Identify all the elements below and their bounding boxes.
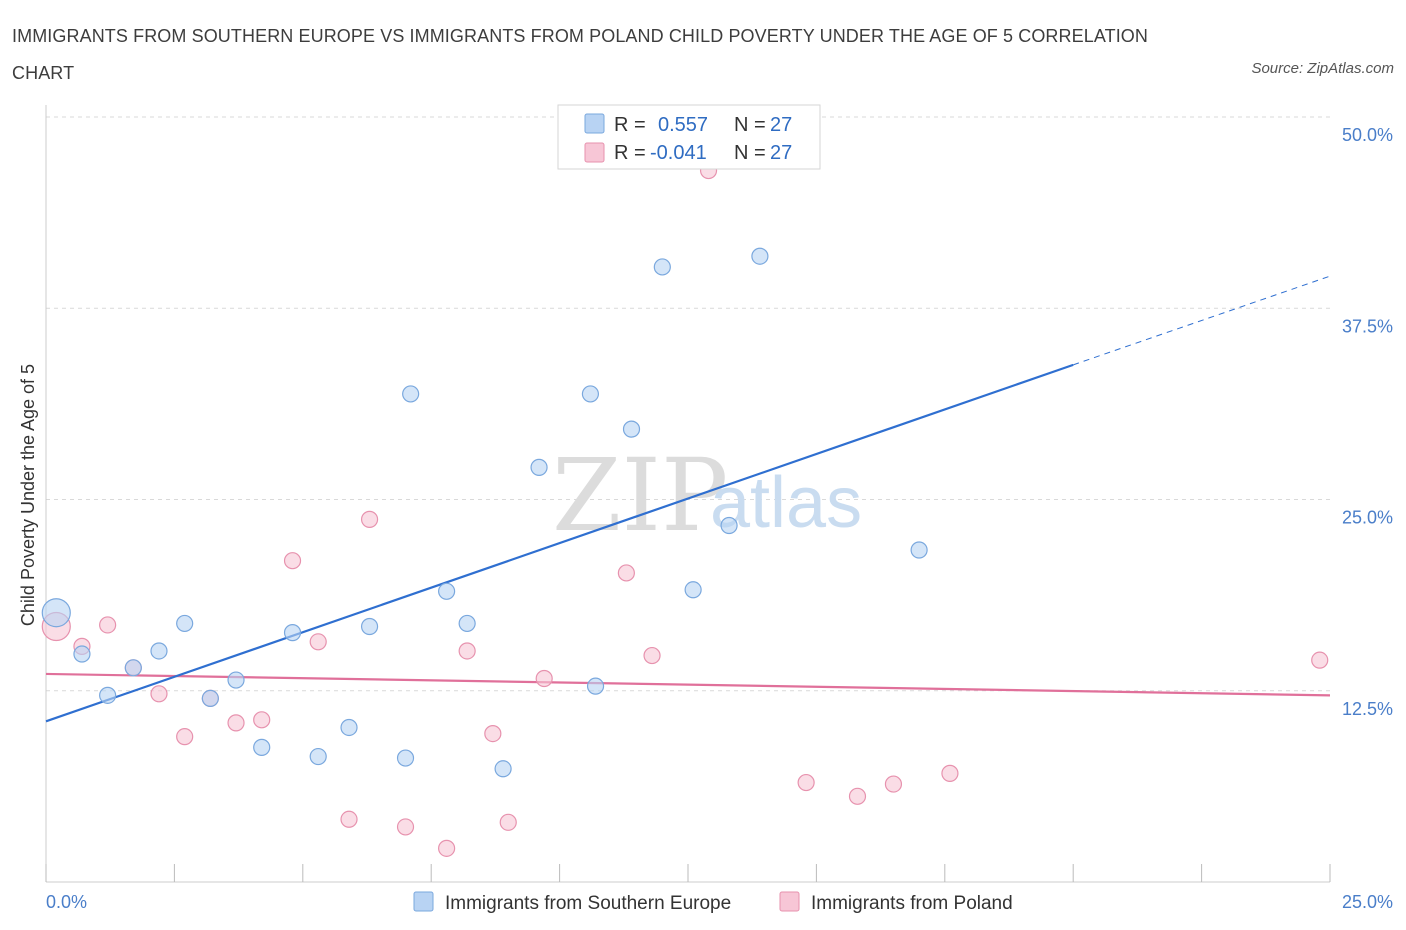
y-tick-label-2: 37.5%: [1342, 316, 1393, 336]
legend-n-value-1: 27: [770, 114, 792, 136]
legend-n-value-2: 27: [770, 142, 792, 164]
point-southern-europe-14: [402, 385, 420, 403]
trend-lines: [45, 275, 1331, 723]
point-poland-12: [360, 510, 379, 528]
point-poland-13: [396, 818, 415, 836]
point-poland-23: [848, 787, 867, 805]
legend-n-label-2: N =: [734, 142, 766, 164]
chart-title: IMMIGRANTS FROM SOUTHERN EUROPE VS IMMIG…: [12, 26, 1148, 83]
point-poland-18: [535, 669, 553, 688]
point-poland-19: [617, 564, 635, 582]
axes: [45, 105, 1331, 883]
series-legend-label-blue: Immigrants from Southern Europe: [445, 893, 731, 914]
point-poland-2: [99, 616, 117, 634]
legend-r-label-2: R =: [614, 142, 646, 164]
point-poland-9: [283, 552, 302, 570]
y-tick-label-1: 25.0%: [1342, 508, 1393, 528]
point-southern-europe-4: [150, 642, 168, 660]
point-poland-20: [643, 646, 661, 665]
point-southern-europe-2: [99, 686, 117, 704]
data-points: [41, 161, 1329, 857]
source-label: Source: ZipAtlas.com: [1251, 60, 1394, 77]
point-poland-7: [227, 714, 245, 732]
y-tick-label-0: 12.5%: [1342, 699, 1393, 719]
y-tick-label-3: 50.0%: [1342, 125, 1393, 145]
point-poland-26: [1311, 651, 1329, 669]
legend-n-label-1: N =: [734, 114, 766, 136]
point-poland-8: [253, 711, 271, 729]
grid-lines: [46, 116, 1330, 692]
x-tick-label-1: 25.0%: [1342, 892, 1393, 912]
point-southern-europe-1: [73, 645, 91, 663]
trend-line-poland: [45, 672, 1331, 697]
point-southern-europe-3: [124, 659, 142, 677]
x-tick-label-0: 0.0%: [46, 892, 87, 912]
point-poland-5: [176, 728, 194, 746]
point-poland-4: [150, 685, 168, 703]
point-southern-europe-7: [227, 671, 245, 689]
point-southern-europe-18: [530, 458, 548, 476]
tick-labels: 12.5% 25.0% 37.5% 50.0% 0.0% 25.0%: [46, 125, 1393, 912]
trend-line-southern-europe-extension: [1073, 275, 1331, 366]
stats-legend: R = 0.557 N = 27 R = -0.041 N = 27: [557, 104, 821, 170]
point-southern-europe-13: [396, 749, 415, 767]
point-southern-europe-17: [494, 760, 512, 778]
series-legend: Immigrants from Southern Europe Immigran…: [413, 891, 1013, 914]
point-southern-europe-10: [309, 747, 327, 766]
point-poland-17: [499, 813, 517, 831]
point-poland-25: [941, 764, 959, 782]
legend-swatch-blue: [584, 113, 605, 134]
point-southern-europe-8: [253, 738, 271, 756]
point-southern-europe-23: [684, 581, 702, 599]
point-poland-10: [309, 633, 327, 651]
trend-line-southern-europe: [45, 363, 1074, 723]
point-southern-europe-5: [176, 614, 194, 633]
point-poland-16: [484, 724, 502, 743]
point-southern-europe-25: [751, 247, 769, 265]
legend-swatch-pink: [584, 142, 605, 163]
point-southern-europe-0: [41, 598, 71, 628]
point-southern-europe-19: [581, 385, 600, 403]
point-poland-14: [438, 839, 456, 857]
point-southern-europe-11: [340, 718, 358, 737]
point-southern-europe-9: [283, 624, 302, 642]
point-southern-europe-15: [438, 582, 456, 600]
legend-r-value-1: 0.557: [658, 114, 708, 136]
legend-r-label-1: R =: [614, 114, 646, 136]
point-southern-europe-24: [720, 516, 738, 535]
point-southern-europe-20: [586, 677, 605, 695]
point-southern-europe-12: [360, 617, 379, 636]
point-poland-24: [884, 775, 903, 793]
point-southern-europe-26: [910, 541, 928, 559]
point-poland-15: [458, 642, 476, 660]
series-legend-swatch-blue: [413, 891, 434, 912]
series-legend-swatch-pink: [779, 891, 800, 912]
series-legend-label-pink: Immigrants from Poland: [811, 893, 1013, 914]
legend-r-value-2: -0.041: [650, 142, 707, 164]
point-southern-europe-21: [622, 420, 641, 438]
point-southern-europe-22: [653, 258, 671, 276]
point-southern-europe-16: [458, 614, 476, 633]
point-poland-22: [797, 773, 815, 792]
point-poland-11: [340, 810, 358, 828]
point-southern-europe-6: [201, 689, 219, 708]
y-axis-title: Child Poverty Under the Age of 5: [18, 364, 38, 626]
